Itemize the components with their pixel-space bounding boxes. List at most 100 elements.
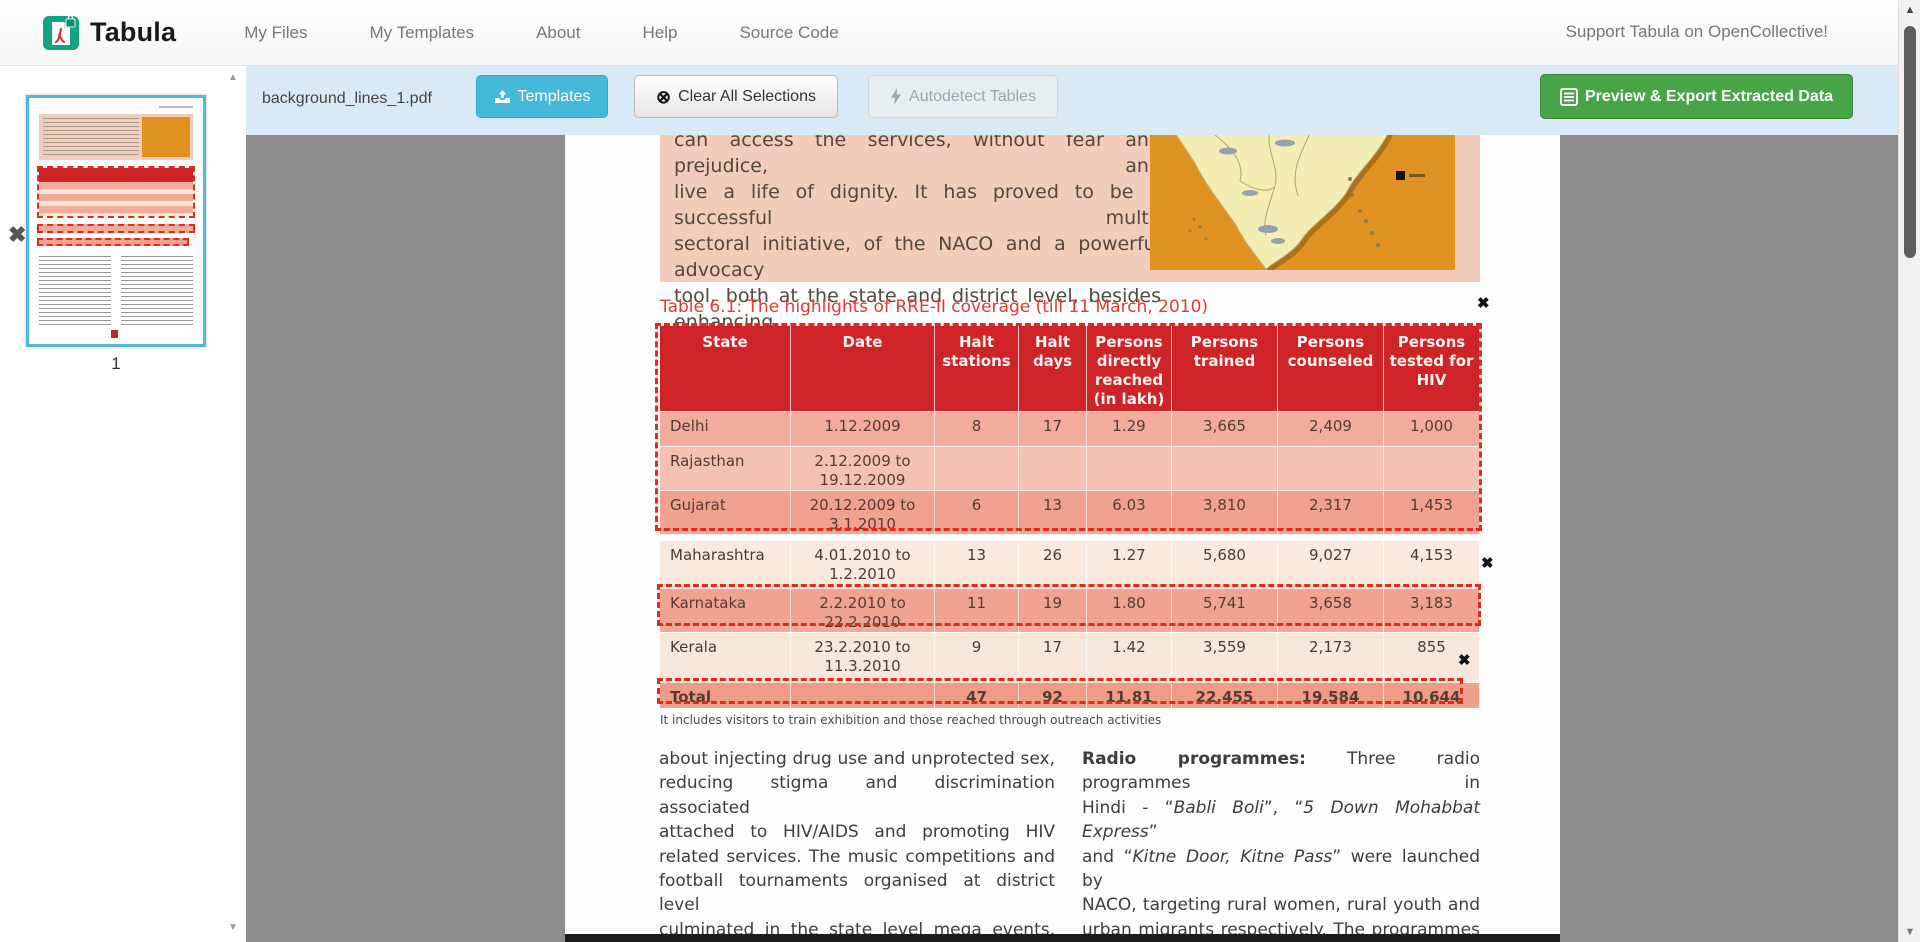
table-cell: 13 [1019,490,1087,534]
page-number-label: 1 [111,354,121,373]
table-cell: 13 [935,540,1019,588]
table-cell [1019,446,1087,490]
table-cell: 1.29 [1087,411,1172,446]
table-cell: 8 [935,411,1019,446]
table-cell: 6 [935,490,1019,534]
table-cell: 17 [1019,411,1087,446]
templates-button-label: Templates [517,87,591,105]
sidebar-scroll-down-icon[interactable]: ▼ [228,922,238,933]
table-cell: 5,741 [1172,588,1278,632]
table-cell: 1.80 [1087,588,1172,632]
nav-item-source-code[interactable]: Source Code [739,22,839,42]
table-row: Kerala 23.2.2010 to 11.3.2010 9 17 1.42 3,559… [660,632,1480,682]
india-map [1150,135,1455,270]
pdf-page[interactable]: can access the services, without fear an… [565,135,1560,942]
page-footer-bar [565,934,1560,942]
clear-selections-button[interactable]: ⊗ Clear All Selections [634,75,838,118]
autodetect-button-label: Autodetect Tables [909,87,1036,105]
body-text-right-column: Radio programmes: Three radio programmes… [1082,749,1481,940]
table-cell [1172,446,1278,490]
thumb-intro-box [39,114,193,160]
table-row: Gujarat 20.12.2009 to 3.1.2010 6 13 6.03 3,81… [660,490,1480,534]
table-row: Maharashtra 4.01.2010 to 1.2.2010 13 26 1.27… [660,540,1480,588]
scrollbar-down-icon[interactable]: ▼ [1904,926,1916,938]
table-cell: Gujarat [660,490,791,534]
table-selection-2[interactable] [657,584,1481,626]
autodetect-tables-button[interactable]: Autodetect Tables [868,75,1058,118]
table-cell: 4.01.2010 to 1.2.2010 [791,540,935,588]
sidebar-scroll-up-icon[interactable]: ▲ [228,72,238,83]
table-cell: 4,153 [1384,540,1480,588]
navbar: Tabula My Files My Templates About Help … [0,0,1920,66]
table-cell [1278,446,1384,490]
remove-selection-3-button[interactable]: ✖ [1458,652,1471,669]
table-cell: 3,559 [1172,632,1278,682]
thumb-table-selection [37,166,195,218]
thumb-map [142,117,190,157]
nav-item-my-templates[interactable]: My Templates [369,22,475,42]
upload-tray-icon [494,89,510,103]
table-cell: 2,409 [1278,411,1384,446]
map-legend-swatch [1396,171,1405,180]
table-cell: 3,658 [1278,588,1384,632]
remove-file-button[interactable]: ✖ [8,222,27,247]
table-cell [1087,446,1172,490]
table-cell: 19 [1019,588,1087,632]
lightning-icon [891,88,902,105]
column-header: Persons directly reached (in lakh) [1087,326,1172,411]
table-cell: 1.27 [1087,540,1172,588]
thumb-left-column [39,256,111,326]
circle-x-icon: ⊗ [656,86,672,107]
nav-item-my-files[interactable]: My Files [244,22,308,42]
row-gap [660,534,1480,540]
table-cell: Maharashtra [660,540,791,588]
table-list-icon [1559,87,1578,106]
scrollbar-thumb[interactable] [1904,26,1916,258]
clear-button-label: Clear All Selections [678,87,816,105]
column-header: Persons trained [1172,326,1278,411]
nav-item-help[interactable]: Help [642,22,678,42]
table-cell: 2.2.2010 to 22.2.2010 [791,588,935,632]
table-cell: 17 [1019,632,1087,682]
intro-paragraph-box: can access the services, without fear an… [660,135,1480,359]
remove-selection-2-button[interactable]: ✖ [1481,555,1494,572]
table-cell: 3,810 [1172,490,1278,534]
nav-item-about[interactable]: About [536,22,581,42]
thumb-text-lines [43,118,139,156]
table-selection-1[interactable] [655,323,1482,531]
thumb-selection-2 [37,224,195,233]
table-cell: Rajasthan [660,446,791,490]
table-row: Rajasthan 2.12.2009 to 19.12.2009 [660,446,1480,490]
table-cell: Karnataka [660,588,791,632]
table-cell: Kerala [660,632,791,682]
export-button[interactable]: Preview & Export Extracted Data [1540,74,1853,119]
page-thumbnail[interactable] [26,95,206,347]
support-link[interactable]: Support Tabula on OpenCollective! [1565,22,1828,41]
toolbar: background_lines_1.pdf Templates ⊗ Clear… [246,66,1898,135]
body-text-left-column: about injecting drug use and unprotected… [659,749,1055,940]
table-cell: 23.2.2010 to 11.3.2010 [791,632,935,682]
table-caption: Table 6.1: The highlights of RRE-II cove… [660,297,1209,317]
scrollbar-up-icon[interactable]: ▲ [1904,4,1916,16]
table-cell: 2.12.2009 to 19.12.2009 [791,446,935,490]
table-selection-3[interactable] [657,678,1463,704]
thumb-header-line [159,106,193,108]
remove-selection-1-button[interactable]: ✖ [1477,295,1490,312]
table-cell [791,682,935,708]
brand[interactable]: Tabula [42,14,176,52]
table-cell: 5,680 [1172,540,1278,588]
page-scrollbar[interactable]: ▲ ▼ [1898,0,1920,942]
thumb-right-column [121,256,193,326]
column-header: Date [791,326,935,411]
main-nav: My Files My Templates About Help Source … [244,23,838,43]
table-cell: 9,027 [1278,540,1384,588]
table-cell: 6.03 [1087,490,1172,534]
column-header: Halt stations [935,326,1019,411]
table-cell: 2,173 [1278,632,1384,682]
brand-title: Tabula [90,17,177,47]
table-cell: Delhi [660,411,791,446]
pdf-filename: background_lines_1.pdf [262,90,432,107]
templates-button[interactable]: Templates [476,75,608,118]
table-cell [935,446,1019,490]
